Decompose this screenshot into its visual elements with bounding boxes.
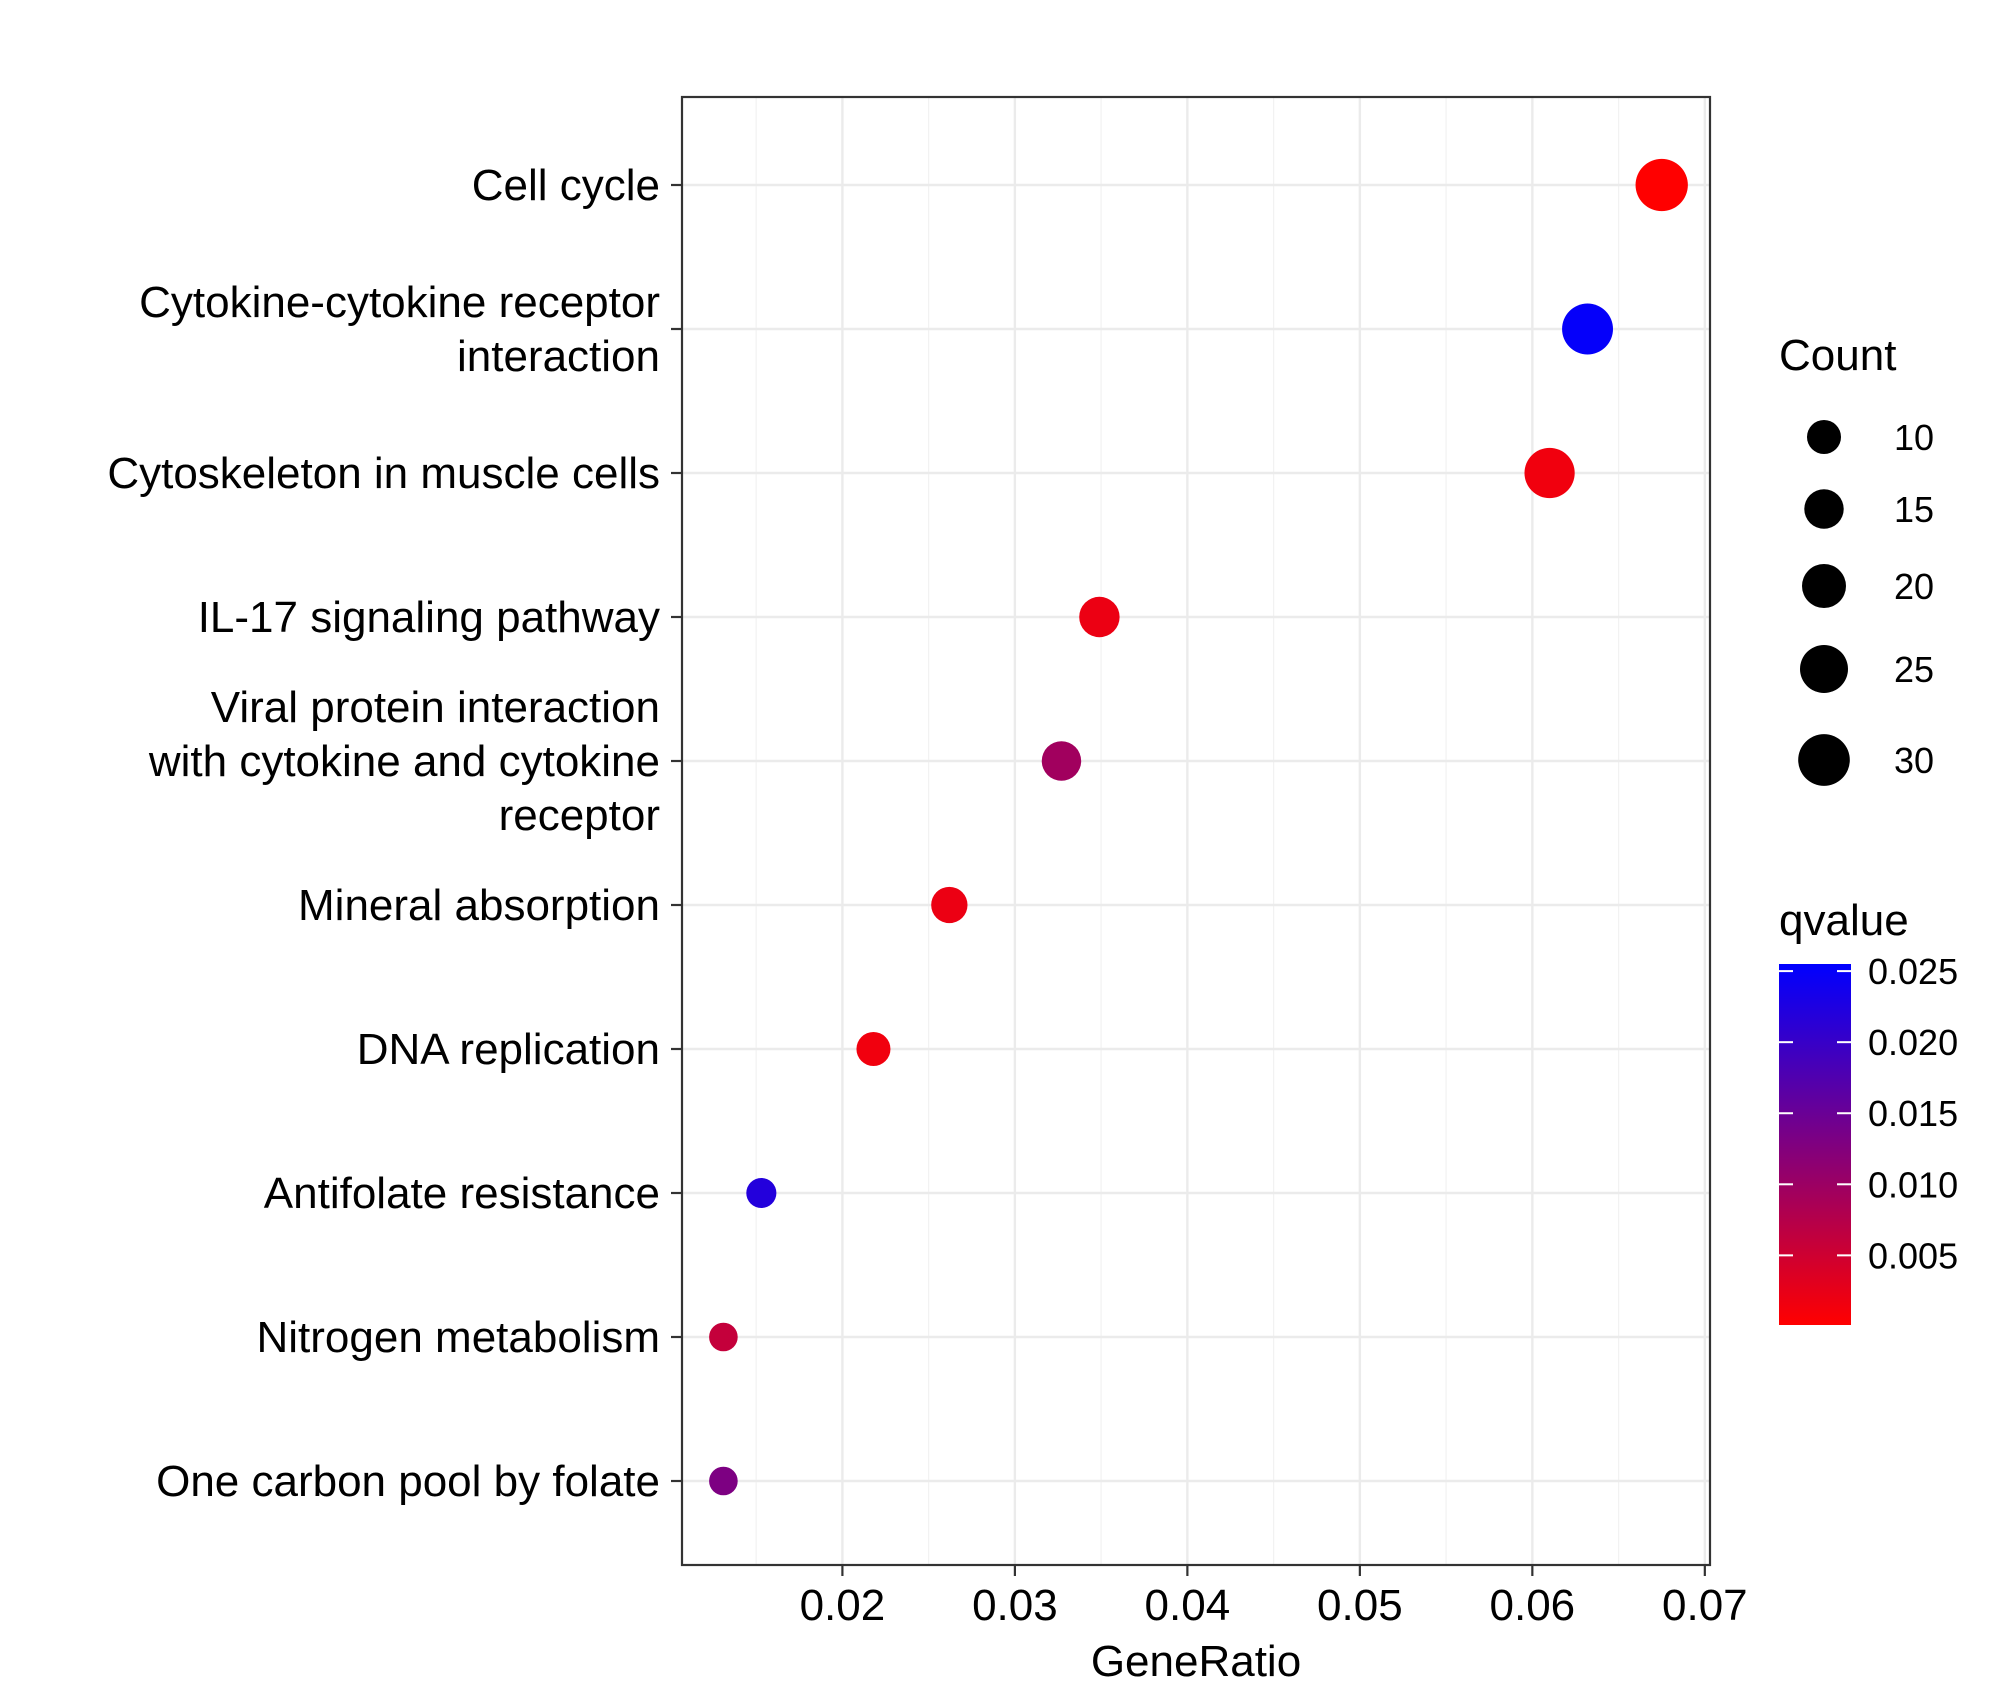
qvalue-legend-label: 0.010 — [1868, 1164, 1958, 1205]
x-tick-label: 0.03 — [972, 1581, 1058, 1630]
grid-lines — [682, 97, 1710, 1565]
qvalue-legend: qvalue 0.005 0.010 0.015 0.020 0.025 — [1779, 896, 1958, 1325]
x-axis: 0.02 0.03 0.04 0.05 0.06 0.07 — [800, 1565, 1748, 1630]
count-legend-title: Count — [1779, 331, 1896, 380]
count-legend-label: 20 — [1894, 566, 1934, 607]
qvalue-legend-label: 0.020 — [1868, 1022, 1958, 1063]
count-legend-key — [1804, 489, 1844, 529]
data-point — [709, 1322, 738, 1352]
x-tick-label: 0.04 — [1145, 1581, 1231, 1630]
y-tick-label: Nitrogen metabolism — [257, 1313, 661, 1362]
data-point — [746, 1177, 777, 1209]
qvalue-legend-title: qvalue — [1779, 896, 1909, 945]
y-tick-label: Viral protein interaction with cytokine a… — [148, 683, 660, 840]
y-tick-label: Mineral absorption — [298, 881, 660, 930]
y-tick-label: Cytoskeleton in muscle cells — [107, 449, 660, 498]
count-legend-label: 30 — [1894, 740, 1934, 781]
x-tick-label: 0.05 — [1317, 1581, 1403, 1630]
qvalue-colorbar — [1779, 964, 1851, 1325]
y-tick-label: One carbon pool by folate — [156, 1457, 660, 1506]
y-axis: Cell cycle Cytokine-cytokine receptor inte… — [107, 161, 682, 1506]
qvalue-legend-label: 0.025 — [1868, 951, 1958, 992]
count-legend-key — [1798, 734, 1850, 786]
data-point — [1524, 447, 1575, 499]
y-tick-label: Cytokine-cytokine receptor interaction — [139, 278, 660, 381]
data-point — [931, 886, 968, 924]
data-point — [1635, 158, 1688, 212]
data-point — [1041, 741, 1082, 781]
data-point — [856, 1031, 891, 1067]
x-axis-title: GeneRatio — [1091, 1637, 1301, 1686]
y-tick-label: Antifolate resistance — [264, 1169, 660, 1218]
count-legend-label: 10 — [1894, 417, 1934, 458]
count-legend: Count 10 15 20 25 30 — [1779, 331, 1934, 786]
panel-border — [680, 95, 1712, 1567]
count-legend-label: 15 — [1894, 489, 1934, 530]
data-point — [1079, 596, 1120, 638]
count-legend-label: 25 — [1894, 649, 1934, 690]
count-legend-key — [1802, 564, 1846, 608]
y-tick-label: IL-17 signaling pathway — [198, 593, 660, 642]
x-tick-label: 0.02 — [800, 1581, 886, 1630]
data-points — [709, 158, 1688, 1496]
y-tick-label: DNA replication — [357, 1025, 660, 1074]
data-point — [709, 1466, 738, 1496]
count-legend-key — [1800, 645, 1848, 693]
x-tick-label: 0.06 — [1490, 1581, 1576, 1630]
y-tick-label: Cell cycle — [472, 161, 660, 210]
x-tick-label: 0.07 — [1662, 1581, 1748, 1630]
count-legend-key — [1806, 419, 1842, 455]
data-point — [1562, 303, 1614, 355]
qvalue-legend-label: 0.005 — [1868, 1235, 1958, 1276]
qvalue-legend-label: 0.015 — [1868, 1093, 1958, 1134]
